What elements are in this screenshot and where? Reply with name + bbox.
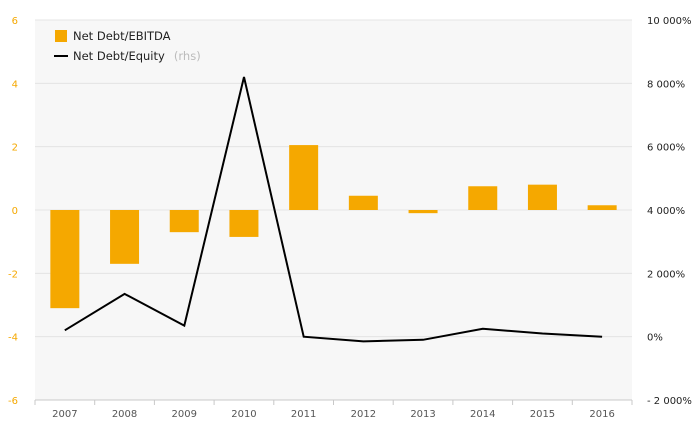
x-tick-label: 2016 — [589, 409, 614, 420]
legend-swatch-bar — [55, 30, 67, 42]
legend-item-line: Net Debt/Equity (rhs) — [54, 45, 201, 64]
bar — [587, 205, 617, 210]
x-tick-label: 2015 — [530, 409, 555, 420]
x-tick-label: 2009 — [172, 409, 197, 420]
series-line — [64, 76, 603, 343]
bar — [408, 210, 438, 214]
bar — [289, 145, 319, 210]
y-right-tick-label: 4 000% — [647, 206, 685, 217]
legend-label-bar: Net Debt/EBITDA — [73, 29, 171, 43]
legend-item-bar: Net Debt/EBITDA — [55, 29, 171, 43]
y-left-tick-label: 4 — [12, 79, 18, 90]
bar — [50, 210, 80, 309]
bar — [169, 210, 199, 233]
y-right-tick-label: 0% — [647, 333, 663, 344]
bar — [348, 195, 378, 210]
y-right-tick-label: 6 000% — [647, 143, 685, 154]
x-tick-label: 2012 — [351, 409, 376, 420]
legend-label-line: Net Debt/Equity (rhs) — [73, 45, 201, 64]
x-tick-label: 2011 — [291, 409, 316, 420]
x-tick-label: 2014 — [470, 409, 495, 420]
y-left-tick-label: 6 — [12, 16, 18, 27]
bar — [229, 210, 259, 237]
x-tick-label: 2007 — [52, 409, 77, 420]
y-right-tick-label: 10 000% — [647, 16, 692, 27]
y-right-tick-label: 8 000% — [647, 79, 685, 90]
axes: 6 4 2 0 -2 -4 -6 10 000% 8 000% 6 000% 4 000% 2 000… — [8, 16, 692, 420]
line-series — [64, 76, 603, 343]
bar — [110, 210, 140, 264]
y-left-tick-label: -4 — [8, 333, 18, 344]
legend-label-line-suffix: (rhs) — [174, 49, 201, 63]
x-tick-label: 2008 — [112, 409, 137, 420]
y-left-tick-label: 2 — [12, 143, 18, 154]
legend: Net Debt/EBITDA Net Debt/Equity (rhs) — [54, 29, 201, 64]
x-tick-label: 2013 — [410, 409, 435, 420]
y-left-tick-label: -2 — [8, 269, 18, 280]
legend-label-line-name: Net Debt/Equity — [73, 49, 165, 63]
y-right-tick-label: 2 000% — [647, 269, 685, 280]
bar-series — [50, 145, 617, 309]
y-right-tick-label: - 2 000% — [647, 396, 692, 407]
bar — [527, 184, 557, 210]
y-left-tick-label: -6 — [8, 396, 18, 407]
x-tick-label: 2010 — [231, 409, 256, 420]
y-left-tick-label: 0 — [12, 206, 18, 217]
bar — [468, 186, 498, 210]
